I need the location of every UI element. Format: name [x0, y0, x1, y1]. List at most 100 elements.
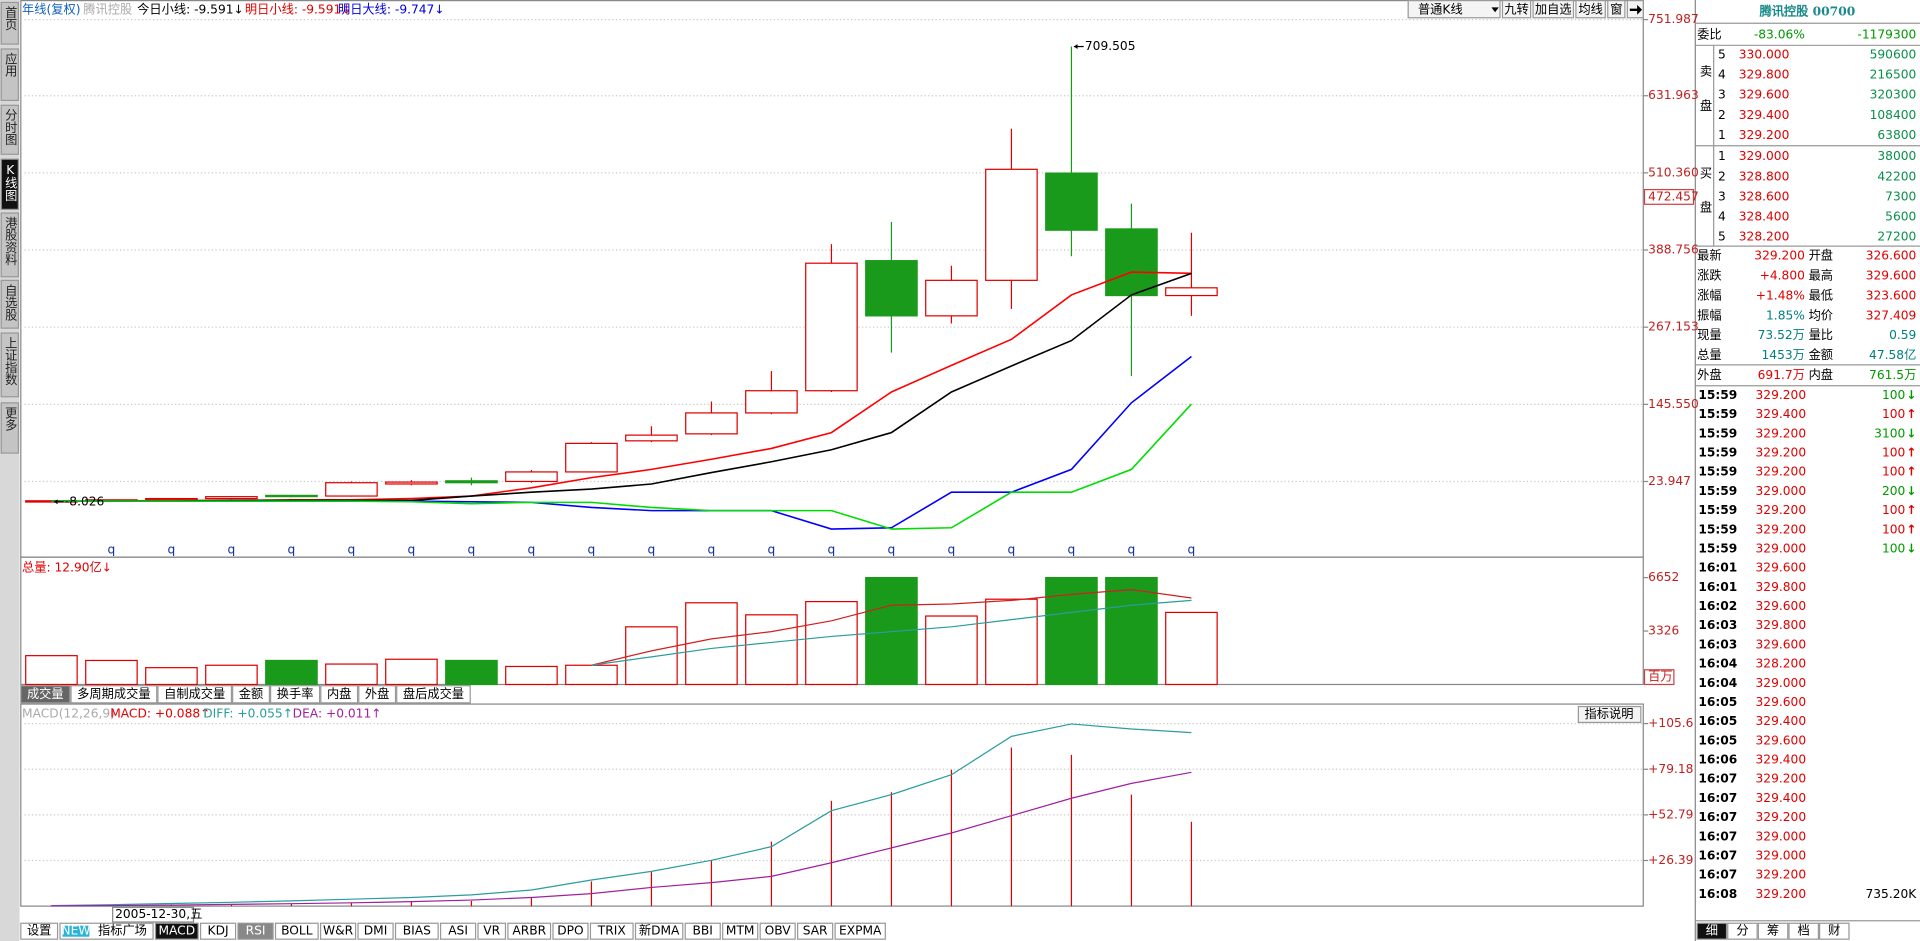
toolbar-button-label[interactable]: 普通K线	[1418, 2, 1463, 16]
quote-tab[interactable]	[1696, 922, 1728, 940]
indicator-tab[interactable]	[589, 922, 634, 940]
volume-tab-label[interactable]: 成交量	[27, 686, 64, 701]
indicator-tab-label[interactable]: TRIX	[597, 924, 626, 938]
indicator-tab-label[interactable]: RSI	[246, 924, 266, 938]
indicator-tab-label[interactable]: 指标广场	[98, 923, 147, 938]
sidebar-tab[interactable]	[0, 1, 19, 45]
sidebar-tab-label[interactable]: 更多	[3, 407, 17, 432]
volume-tab-label[interactable]: 金额	[239, 686, 263, 701]
indicator-tab[interactable]	[274, 922, 319, 940]
volume-tab-label[interactable]: 盘后成交量	[403, 686, 464, 701]
indicator-tab-label[interactable]: VR	[483, 924, 500, 938]
indicator-tab-label[interactable]: W&R	[323, 924, 354, 938]
indicator-tab-label[interactable]: DMI	[364, 924, 388, 938]
sidebar-tab-label[interactable]: 首页	[3, 6, 17, 31]
indicator-tab[interactable]	[477, 922, 507, 940]
indicator-tab[interactable]	[684, 922, 721, 940]
indicator-tab-label[interactable]: BOLL	[281, 924, 313, 938]
sidebar-tab-label[interactable]: 上证指数	[3, 336, 17, 386]
indicator-tab-label[interactable]: MTM	[726, 924, 755, 938]
indicator-tab-label[interactable]: BBI	[693, 924, 713, 938]
quote-tab-label[interactable]: 分	[1736, 924, 1748, 938]
sidebar-tab-label[interactable]: K线图	[3, 163, 17, 201]
sidebar-tab[interactable]	[0, 104, 19, 155]
volume-tab-label[interactable]: 内盘	[327, 686, 351, 701]
indicator-tab[interactable]	[237, 922, 274, 940]
indicator-tab-label[interactable]: ASI	[448, 924, 468, 938]
indicator-tab[interactable]	[199, 922, 237, 940]
indicator-tab-label[interactable]: BIAS	[403, 924, 431, 938]
quote-tab[interactable]	[1757, 922, 1789, 940]
volume-tab-label[interactable]: 换手率	[277, 686, 314, 701]
toolbar-button[interactable]	[1532, 0, 1575, 19]
help-button-label[interactable]: 指标说明	[1585, 706, 1634, 721]
quote-tab[interactable]	[1818, 922, 1850, 940]
sidebar-tab[interactable]	[0, 212, 19, 278]
sidebar-tab[interactable]	[0, 48, 19, 102]
volume-tab[interactable]	[320, 685, 359, 704]
volume-tab[interactable]	[157, 685, 233, 704]
indicator-tab[interactable]	[319, 922, 357, 940]
indicator-tab-label[interactable]: 设置	[27, 924, 51, 938]
indicator-tab-label[interactable]: DPO	[557, 924, 583, 938]
indicator-tab[interactable]	[439, 922, 477, 940]
indicator-tab-label[interactable]: KDJ	[208, 924, 229, 938]
toolbar-button-label[interactable]: 加自选	[1535, 2, 1572, 16]
sidebar-tab-label[interactable]: 港股资料	[3, 217, 17, 266]
quote-tab[interactable]	[1727, 922, 1758, 940]
candle-body	[505, 471, 558, 483]
sidebar-tab[interactable]	[0, 279, 19, 329]
book-volume: 108400	[1870, 108, 1917, 122]
stat-label: 内盘	[1809, 367, 1833, 382]
sidebar-tab-label[interactable]: 分时图	[3, 109, 17, 146]
candle-body	[145, 497, 198, 501]
help-button[interactable]	[1577, 705, 1642, 724]
indicator-tab[interactable]	[357, 922, 394, 940]
quote-tab-label[interactable]: 细	[1706, 924, 1718, 938]
indicator-tab[interactable]	[20, 922, 59, 940]
volume-tab-label[interactable]: 外盘	[365, 686, 389, 701]
volume-tab[interactable]	[232, 685, 270, 704]
stat-label: 涨幅	[1697, 287, 1721, 302]
indicator-tab-label[interactable]: OBV	[765, 924, 792, 938]
volume-tab[interactable]	[358, 685, 397, 704]
indicator-tab[interactable]	[394, 922, 439, 940]
indicator-tab[interactable]	[797, 922, 834, 940]
quote-tab-label[interactable]: 财	[1828, 924, 1840, 938]
indicator-tab-label[interactable]: MACD	[158, 924, 195, 938]
indicator-tab-label[interactable]: ARBR	[512, 924, 546, 938]
indicator-tab[interactable]	[634, 922, 684, 940]
indicator-tab[interactable]	[759, 922, 796, 940]
toolbar-button[interactable]	[1575, 0, 1606, 19]
volume-tab[interactable]	[20, 685, 71, 704]
quote-tab-label[interactable]: 筹	[1767, 924, 1779, 938]
sidebar-tab[interactable]	[0, 402, 19, 454]
sidebar-tab-label[interactable]: 应用	[3, 51, 17, 77]
indicator-tab-label[interactable]: EXPMA	[839, 924, 882, 938]
volume-tab-label[interactable]: 自制成交量	[164, 686, 225, 701]
indicator-tab[interactable]	[154, 922, 199, 940]
volume-tab[interactable]	[70, 685, 158, 704]
indicator-tab-label[interactable]: SAR	[803, 924, 828, 938]
indicator-tab[interactable]	[834, 922, 886, 940]
volume-tab[interactable]	[396, 685, 471, 704]
toolbar-button[interactable]	[1501, 0, 1532, 19]
toolbar-button-label[interactable]: 均线	[1578, 2, 1602, 16]
sidebar-tab[interactable]	[0, 332, 19, 398]
toolbar-button[interactable]	[1407, 0, 1501, 19]
sidebar-tab-label[interactable]: 自选股	[3, 284, 17, 321]
toolbar-button-label[interactable]: 九转	[1504, 1, 1528, 16]
indicator-tab[interactable]	[552, 922, 589, 940]
indicator-tab-label[interactable]: 新DMA	[639, 923, 680, 938]
indicator-tab[interactable]	[507, 922, 552, 940]
quote-tab[interactable]	[1788, 922, 1819, 940]
toolbar-button-label[interactable]: 窗	[1610, 2, 1622, 16]
sidebar-tab[interactable]	[0, 158, 19, 210]
weibi-diff: -1179300	[1857, 27, 1916, 41]
volume-tab[interactable]	[270, 685, 321, 704]
toolbar-button[interactable]	[1607, 0, 1626, 19]
stat-value: 73.52万	[1758, 328, 1805, 342]
quote-tab-label[interactable]: 档	[1798, 924, 1810, 938]
volume-tab-label[interactable]: 多周期成交量	[77, 686, 150, 701]
indicator-tab[interactable]	[722, 922, 759, 940]
